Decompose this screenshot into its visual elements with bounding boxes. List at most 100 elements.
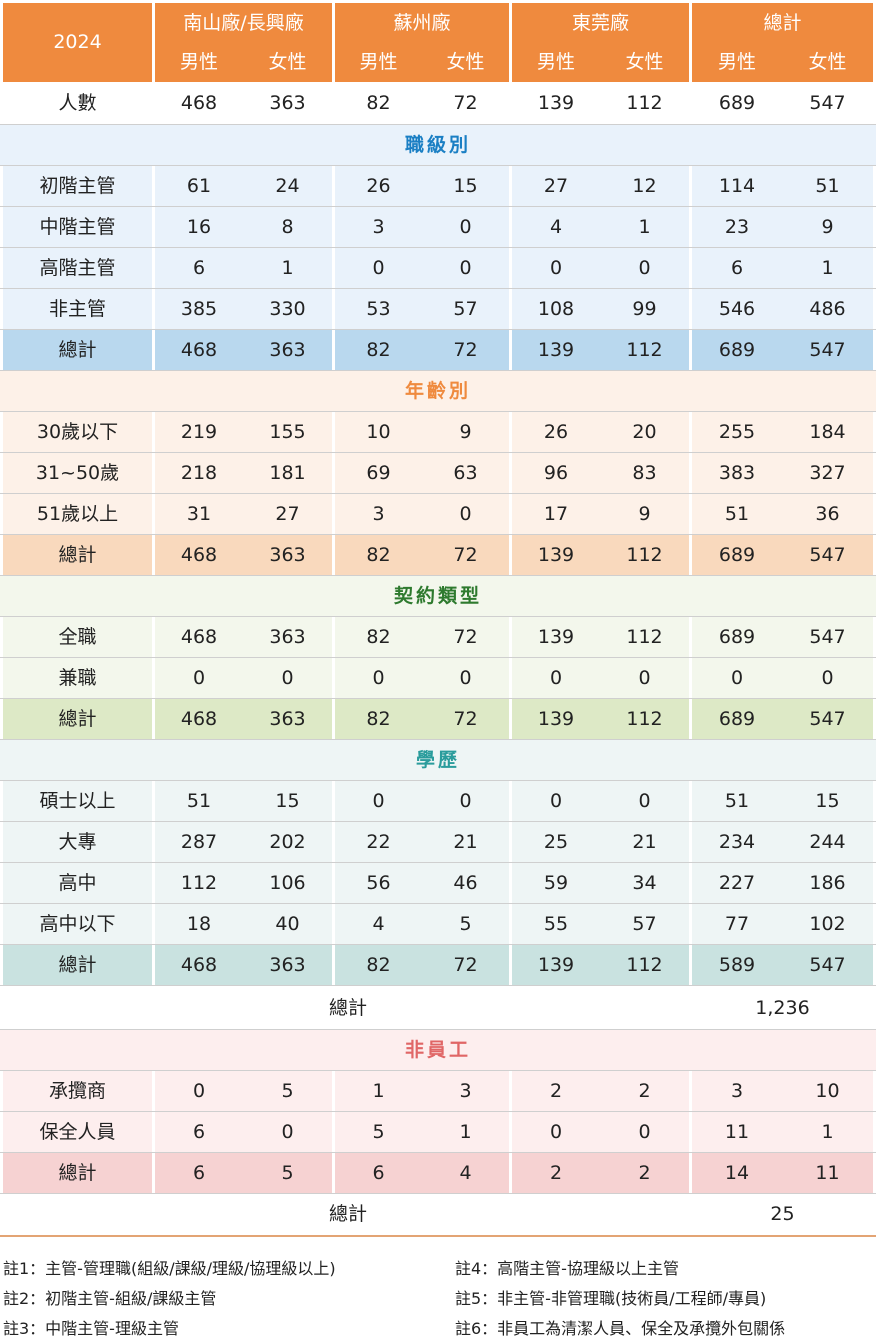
table-cell: 6 <box>372 1162 385 1184</box>
cell-background <box>155 494 332 534</box>
table-cell: 27 <box>275 503 300 525</box>
cell-background <box>3 412 152 452</box>
row-label: 總計 <box>58 1162 97 1184</box>
table-cell: 15 <box>275 790 300 812</box>
total-row: 總計 468 363 82 72 139 112 689 547 <box>0 535 876 576</box>
cell-background <box>335 1071 509 1111</box>
gender-label: 男性 <box>359 51 398 73</box>
table-cell: 155 <box>269 421 306 443</box>
table-cell: 363 <box>269 92 306 114</box>
table-cell: 5 <box>281 1080 294 1102</box>
table-cell: 56 <box>366 872 391 894</box>
row-divider <box>0 1152 876 1153</box>
cell-background <box>692 1153 873 1193</box>
row-label: 兼職 <box>58 667 97 689</box>
cell-background <box>335 1153 509 1193</box>
table-cell: 1 <box>821 1121 834 1143</box>
row-divider <box>0 698 876 699</box>
table-cell: 114 <box>718 175 756 197</box>
table-cell: 8 <box>281 216 294 238</box>
row-divider <box>0 657 876 658</box>
row-divider <box>0 452 876 453</box>
row-label: 碩士以上 <box>39 790 116 812</box>
cell-background <box>155 166 332 206</box>
cell-background <box>335 658 509 698</box>
table-cell: 547 <box>809 708 846 730</box>
footer-divider <box>0 1235 876 1237</box>
cell-background <box>155 248 332 288</box>
footnote: 註5：非主管-非管理職(技術員/工程師/專員) <box>455 1289 767 1308</box>
row-label: 總計 <box>58 544 97 566</box>
row-label: 大專 <box>58 831 97 853</box>
table-cell: 72 <box>453 544 478 566</box>
table-cell: 2 <box>549 1080 563 1102</box>
table-cell: 112 <box>626 544 663 566</box>
row-label: 30歲以下 <box>36 421 119 443</box>
table-cell: 72 <box>453 626 478 648</box>
table-cell: 9 <box>821 216 834 238</box>
cell-background <box>692 1071 873 1111</box>
cell-background <box>512 1071 689 1111</box>
cell-background <box>335 781 509 821</box>
cell-background <box>335 535 509 575</box>
cell-background <box>335 822 509 862</box>
row-divider <box>0 329 876 330</box>
cell-background <box>3 1071 152 1111</box>
gender-label: 女性 <box>625 51 664 73</box>
cell-background <box>512 904 689 944</box>
table-cell: 82 <box>366 92 391 114</box>
table-cell: 689 <box>718 626 756 648</box>
table-cell: 3 <box>459 1080 472 1102</box>
gender-label: 女性 <box>268 51 307 73</box>
table-cell: 219 <box>180 421 218 443</box>
section-title: 學歷 <box>0 740 876 781</box>
header-group-3 <box>512 3 689 82</box>
table-row: 30歲以下 219 155 10 9 26 20 255 184 <box>0 412 876 453</box>
row-label: 保全人員 <box>39 1121 116 1143</box>
row-divider <box>0 739 876 740</box>
table-row: 承攬商 0 5 1 3 2 2 3 10 <box>0 1071 876 1112</box>
table-cell: 0 <box>459 667 472 689</box>
table-cell: 244 <box>809 831 846 853</box>
cell-background <box>3 699 152 739</box>
table-cell: 0 <box>372 257 385 279</box>
table-cell: 0 <box>549 1121 563 1143</box>
table-cell: 69 <box>366 462 391 484</box>
table-cell: 53 <box>366 298 391 320</box>
row-label: 全職 <box>58 626 97 648</box>
table-cell: 3 <box>730 1080 744 1102</box>
total-row: 總計 468 363 82 72 139 112 589 547 <box>0 945 876 986</box>
cell-background <box>512 658 689 698</box>
table-cell: 0 <box>459 503 472 525</box>
table-cell: 51 <box>815 175 840 197</box>
table-row: 碩士以上 51 15 0 0 0 0 51 15 <box>0 781 876 822</box>
table-cell: 106 <box>269 872 306 894</box>
row-divider <box>0 1111 876 1112</box>
table-cell: 468 <box>180 954 218 976</box>
cell-background <box>692 166 873 206</box>
cell-background <box>155 1153 332 1193</box>
table-cell: 255 <box>718 421 756 443</box>
table-cell: 468 <box>180 339 218 361</box>
cell-background <box>335 863 509 903</box>
table-cell: 112 <box>626 708 663 730</box>
table-cell: 51 <box>724 790 750 812</box>
table-cell: 1 <box>638 216 651 238</box>
table-cell: 139 <box>537 626 575 648</box>
cell-background <box>335 494 509 534</box>
table-cell: 23 <box>724 216 750 238</box>
table-cell: 112 <box>626 954 663 976</box>
section-title: 契約類型 <box>0 576 876 617</box>
row-label: 中階主管 <box>39 216 116 238</box>
cell-background <box>512 330 689 370</box>
table-cell: 57 <box>453 298 478 320</box>
grand-total-value: 1,236 <box>755 997 810 1019</box>
cell-background <box>692 658 873 698</box>
factory-label-1: 南山廠/長興廠 <box>183 12 304 34</box>
table-cell: 82 <box>366 954 391 976</box>
cell-background <box>3 1112 152 1152</box>
footnote: 註3：中階主管-理級主管 <box>3 1319 179 1338</box>
table-cell: 139 <box>537 92 575 114</box>
table-cell: 202 <box>269 831 306 853</box>
row-divider <box>0 821 876 822</box>
